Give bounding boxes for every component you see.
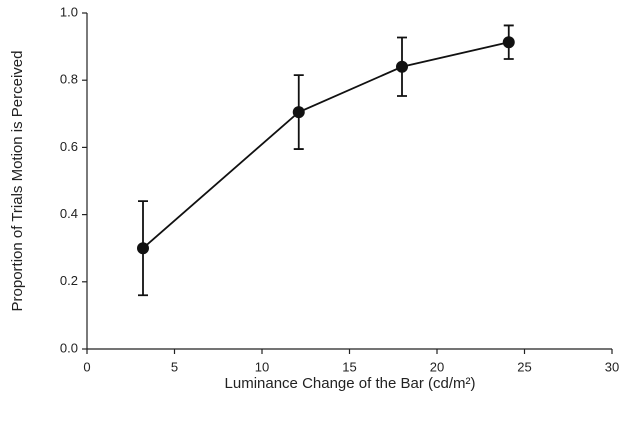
y-tick-label: 0.6 — [60, 139, 78, 154]
x-axis-label: Luminance Change of the Bar (cd/m²) — [225, 375, 476, 392]
marker — [137, 242, 149, 255]
y-tick-label: 0.0 — [60, 340, 78, 355]
marker — [502, 36, 515, 49]
y-tick-label: 0.2 — [60, 273, 78, 288]
y-axis-label: Proportion of Trials Motion is Perceived — [9, 51, 26, 312]
x-tick-label: 20 — [430, 359, 444, 374]
x-tick-label: 5 — [171, 359, 178, 374]
y-tick-label: 0.4 — [60, 206, 78, 221]
y-tick-label: 1.0 — [60, 4, 78, 19]
x-tick-label: 15 — [342, 359, 356, 374]
x-tick-label: 25 — [517, 359, 531, 374]
x-tick-label: 30 — [605, 359, 619, 374]
y-tick-label: 0.8 — [60, 72, 78, 87]
marker — [396, 60, 408, 73]
marker — [292, 106, 305, 119]
x-tick-label: 0 — [83, 359, 90, 374]
line — [142, 41, 509, 249]
x-tick-label: 10 — [255, 359, 269, 374]
